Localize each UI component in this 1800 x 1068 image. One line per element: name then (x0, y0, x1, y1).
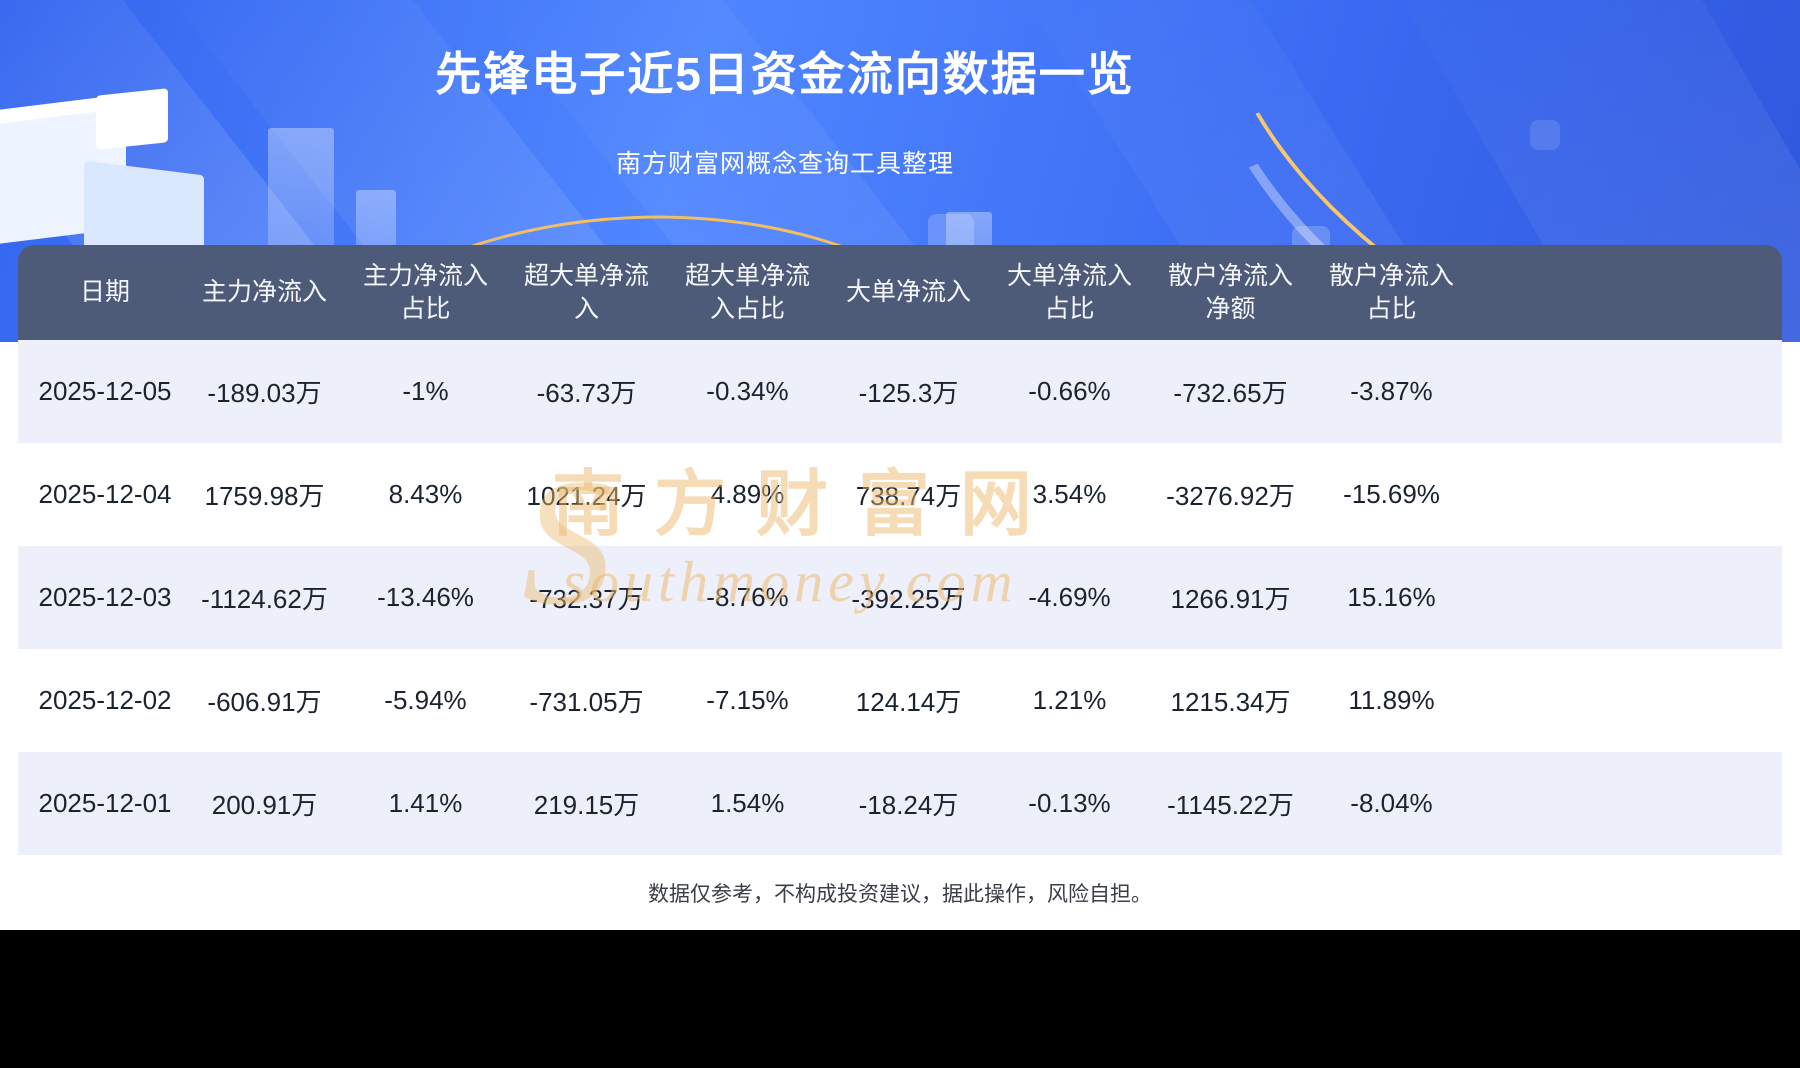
table-header-row: 日期 主力净流入 主力净流入 占比 超大单净流 入超大单净流 入占比 大单净流入 大单净流… (18, 245, 1782, 340)
value-cell: -189.03万 (207, 378, 322, 408)
value-cell: -3276.92万 (1166, 481, 1295, 511)
value-cell: -13.46% (377, 582, 474, 612)
value-cell: 4.89% (710, 479, 785, 509)
decor-square (1530, 120, 1560, 150)
value-cell: -8.04% (1350, 788, 1433, 818)
value-cell: 200.91万 (211, 790, 318, 820)
column-header: 散户净流入 净额 (1167, 262, 1293, 323)
value-cell: -7.15% (706, 685, 789, 715)
page-title: 先锋电子近5日资金流向数据一览 (435, 48, 1135, 100)
value-cell: 1266.91万 (1170, 584, 1291, 614)
date-cell: 2025-12-03 (38, 582, 172, 612)
date-cell: 2025-12-04 (38, 479, 172, 509)
value-cell: 219.15万 (533, 790, 640, 820)
value-cell: -1% (402, 376, 449, 406)
table-body: 2025-12-05 -189.03万 -1% -63.73万 -0.34% -125.3… (18, 340, 1782, 855)
column-header: 超大单净流 入 (523, 262, 649, 323)
value-cell: -0.13% (1028, 788, 1111, 818)
hero-text: 先锋电子近5日资金流向数据一览 南方财富网概念查询工具整理 (0, 0, 1570, 180)
value-cell: -731.05万 (529, 687, 644, 717)
value-cell: 8.43% (388, 479, 463, 509)
value-cell: -1145.22万 (1167, 790, 1294, 820)
value-cell: -0.66% (1028, 376, 1111, 406)
fund-flow-table: 日期 主力净流入 主力净流入 占比 超大单净流 入超大单净流 入占比 大单净流入 大单净流… (18, 245, 1782, 855)
column-header: 超大单净流 入占比 (684, 262, 810, 323)
value-cell: 1215.34万 (1170, 687, 1291, 717)
value-cell: 1759.98万 (204, 481, 325, 511)
value-cell: -15.69% (1343, 479, 1440, 509)
date-cell: 2025-12-05 (38, 376, 172, 406)
value-cell: 11.89% (1348, 685, 1435, 715)
value-cell: 3.54% (1032, 479, 1107, 509)
value-cell: -732.65万 (1173, 378, 1288, 408)
page-subtitle: 南方财富网概念查询工具整理 (615, 150, 954, 178)
value-cell: -63.73万 (536, 378, 637, 408)
value-cell: -392.25万 (851, 584, 966, 614)
value-cell: 1021.24万 (526, 481, 647, 511)
table-row: 2025-12-01 200.91万 1.41% 219.15万 1.54% -18.24… (18, 752, 1782, 855)
column-header: 主力净流入 占比 (362, 262, 488, 323)
value-cell: 1.41% (388, 788, 463, 818)
value-cell: -3.87% (1350, 376, 1433, 406)
column-header: 日期 (79, 278, 130, 307)
table-row: 2025-12-04 1759.98万 8.43% 1021.24万 4.89% 738.… (18, 443, 1782, 546)
value-cell: -8.76% (706, 582, 789, 612)
column-header: 大单净流入 (845, 278, 971, 307)
value-cell: 738.74万 (855, 481, 962, 511)
value-cell: -125.3万 (858, 378, 959, 408)
value-cell: -0.34% (706, 376, 789, 406)
value-cell: 15.16% (1347, 582, 1436, 612)
value-cell: 1.21% (1032, 685, 1107, 715)
value-cell: -1124.62万 (201, 584, 328, 614)
value-cell: -606.91万 (207, 687, 322, 717)
date-cell: 2025-12-02 (38, 685, 172, 715)
table-row: 2025-12-03 -1124.62万 -13.46% -732.37万 -8.76%… (18, 546, 1782, 649)
bottom-bar (0, 930, 1800, 1068)
value-cell: 1.54% (710, 788, 785, 818)
table-row: 2025-12-02 -606.91万 -5.94% -731.05万 -7.15% 12… (18, 649, 1782, 752)
value-cell: -5.94% (384, 685, 467, 715)
value-cell: -4.69% (1028, 582, 1111, 612)
date-cell: 2025-12-01 (38, 788, 172, 818)
disclaimer-text: 数据仅参考，不构成投资建议，据此操作，风险自担。 (0, 855, 1800, 930)
column-header: 散户净流入 占比 (1328, 262, 1454, 323)
value-cell: 124.14万 (855, 687, 962, 717)
column-header: 大单净流入 占比 (1006, 262, 1132, 323)
value-cell: -732.37万 (529, 584, 644, 614)
value-cell: -18.24万 (858, 790, 959, 820)
column-header: 主力净流入 (201, 278, 327, 307)
table-row: 2025-12-05 -189.03万 -1% -63.73万 -0.34% -125.3… (18, 340, 1782, 443)
